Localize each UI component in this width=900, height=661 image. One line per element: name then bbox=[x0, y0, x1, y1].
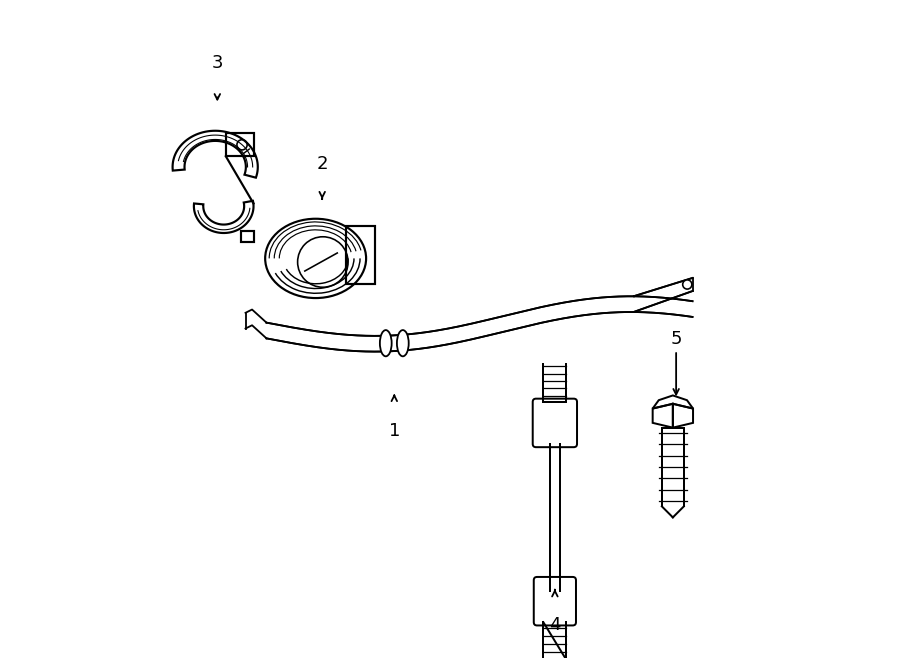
Text: 5: 5 bbox=[670, 330, 682, 348]
Ellipse shape bbox=[397, 330, 409, 356]
Ellipse shape bbox=[380, 330, 392, 356]
Text: 3: 3 bbox=[212, 54, 223, 71]
Text: 4: 4 bbox=[549, 615, 561, 634]
Text: 2: 2 bbox=[317, 155, 328, 173]
Circle shape bbox=[683, 280, 692, 289]
Text: 1: 1 bbox=[389, 422, 400, 440]
